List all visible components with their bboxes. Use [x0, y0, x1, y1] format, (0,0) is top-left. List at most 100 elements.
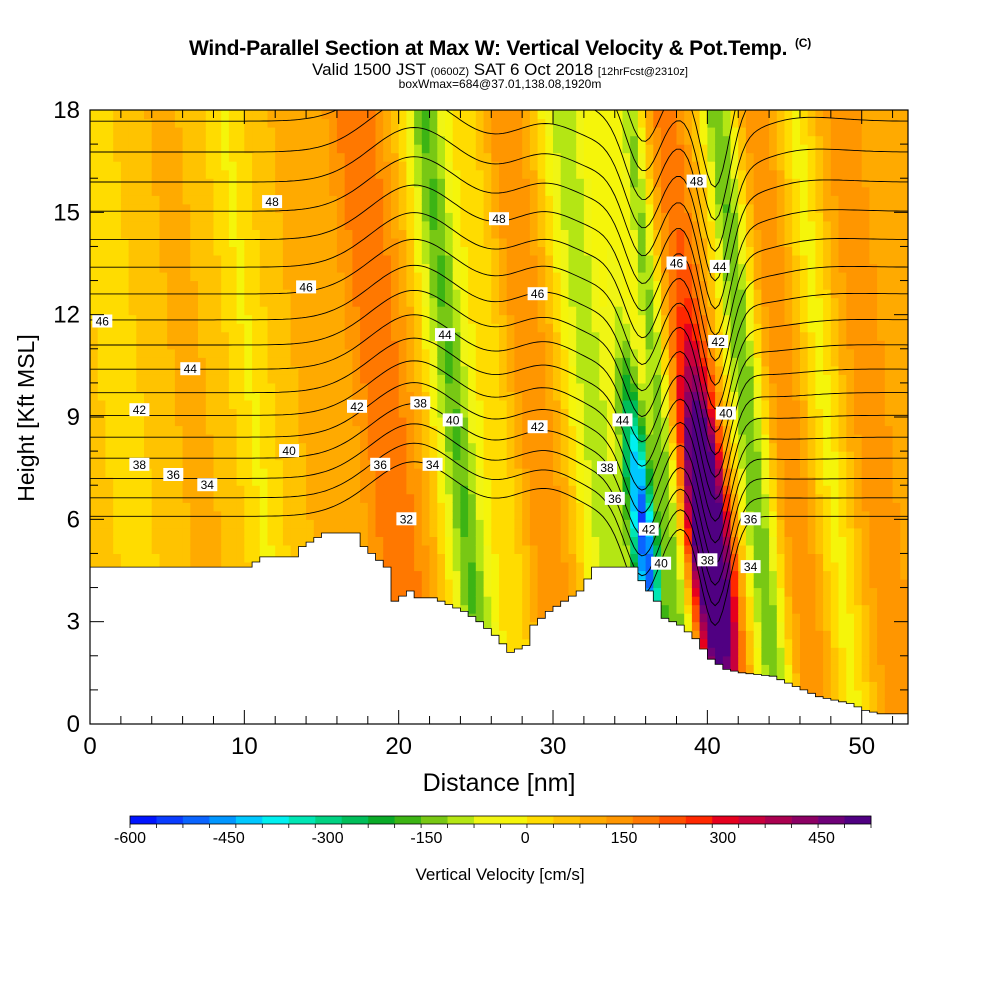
w-cell [313, 527, 323, 537]
w-cell [421, 382, 431, 392]
w-cell [205, 374, 215, 384]
w-cell [583, 502, 593, 512]
w-cell [244, 493, 253, 503]
w-cell [383, 212, 392, 222]
w-cell [529, 357, 539, 367]
w-cell [545, 161, 554, 171]
w-cell [344, 348, 353, 358]
w-cell [398, 323, 407, 333]
w-cell [336, 485, 346, 495]
w-cell [568, 459, 577, 469]
w-cell [97, 323, 106, 333]
w-cell [421, 434, 431, 444]
w-cell [190, 220, 199, 230]
w-cell [437, 289, 446, 299]
w-cell [607, 451, 616, 461]
w-cell [529, 118, 539, 128]
w-cell [290, 340, 299, 350]
w-cell [506, 544, 515, 554]
w-cell [429, 570, 438, 580]
w-cell [159, 476, 168, 486]
w-cell [522, 510, 531, 520]
w-cell [167, 434, 176, 444]
w-cell [560, 510, 569, 520]
w-cell [553, 417, 562, 427]
w-cell [252, 459, 261, 469]
w-cell [499, 459, 508, 469]
w-cell [545, 255, 554, 265]
w-cell [174, 442, 184, 452]
w-cell [151, 314, 160, 324]
w-cell [298, 246, 307, 256]
w-cell [329, 519, 338, 529]
w-cell [259, 357, 269, 367]
w-cell [483, 519, 492, 529]
valid-date: SAT 6 Oct 2018 [473, 60, 594, 79]
w-cell [576, 212, 585, 222]
w-cell [267, 237, 276, 247]
w-cell [421, 297, 431, 307]
w-cell [491, 442, 500, 452]
w-cell [545, 391, 554, 401]
w-cell [174, 382, 184, 392]
w-cell [383, 425, 392, 435]
w-cell [599, 562, 608, 572]
w-cell [105, 144, 114, 154]
w-cell [298, 519, 307, 529]
w-cell [151, 203, 160, 213]
w-cell [375, 399, 384, 409]
w-cell [244, 331, 253, 341]
w-cell [344, 442, 353, 452]
w-cell [113, 255, 122, 265]
w-cell [429, 502, 438, 512]
w-cell [414, 110, 423, 120]
w-cell [391, 135, 400, 145]
w-cell [591, 314, 600, 324]
w-cell [367, 451, 377, 461]
w-cell [329, 306, 338, 316]
w-cell [445, 570, 454, 580]
w-cell [174, 255, 184, 265]
w-cell [282, 459, 292, 469]
w-cell [514, 144, 523, 154]
w-cell [159, 374, 168, 384]
w-cell [259, 331, 269, 341]
w-cell [105, 451, 114, 461]
w-cell [614, 195, 624, 205]
w-cell [275, 476, 284, 486]
w-cell [290, 280, 299, 290]
w-cell [537, 144, 546, 154]
w-cell [259, 365, 269, 375]
w-cell [298, 442, 307, 452]
w-cell [198, 195, 207, 205]
w-cell [522, 297, 531, 307]
w-cell [367, 476, 377, 486]
w-cell [429, 135, 438, 145]
w-cell [360, 417, 369, 427]
w-cell [329, 451, 338, 461]
w-cell [97, 434, 106, 444]
w-cell [522, 314, 531, 324]
w-cell [267, 485, 276, 495]
w-cell [529, 391, 539, 401]
w-cell [414, 579, 423, 589]
w-cell [460, 323, 469, 333]
w-cell [97, 306, 106, 316]
w-cell [522, 638, 531, 648]
w-cell [128, 365, 137, 375]
w-cell [429, 493, 438, 503]
w-cell [398, 306, 407, 316]
w-cell [460, 306, 469, 316]
w-cell [529, 161, 539, 171]
w-cell [244, 553, 253, 563]
w-cell [391, 425, 400, 435]
w-cell [174, 186, 184, 196]
w-cell [468, 306, 477, 316]
w-cell [468, 493, 477, 503]
w-cell [290, 169, 299, 179]
w-cell [452, 314, 461, 324]
w-cell [190, 255, 199, 265]
w-cell [367, 203, 377, 213]
w-cell [182, 306, 191, 316]
w-cell [306, 536, 315, 546]
